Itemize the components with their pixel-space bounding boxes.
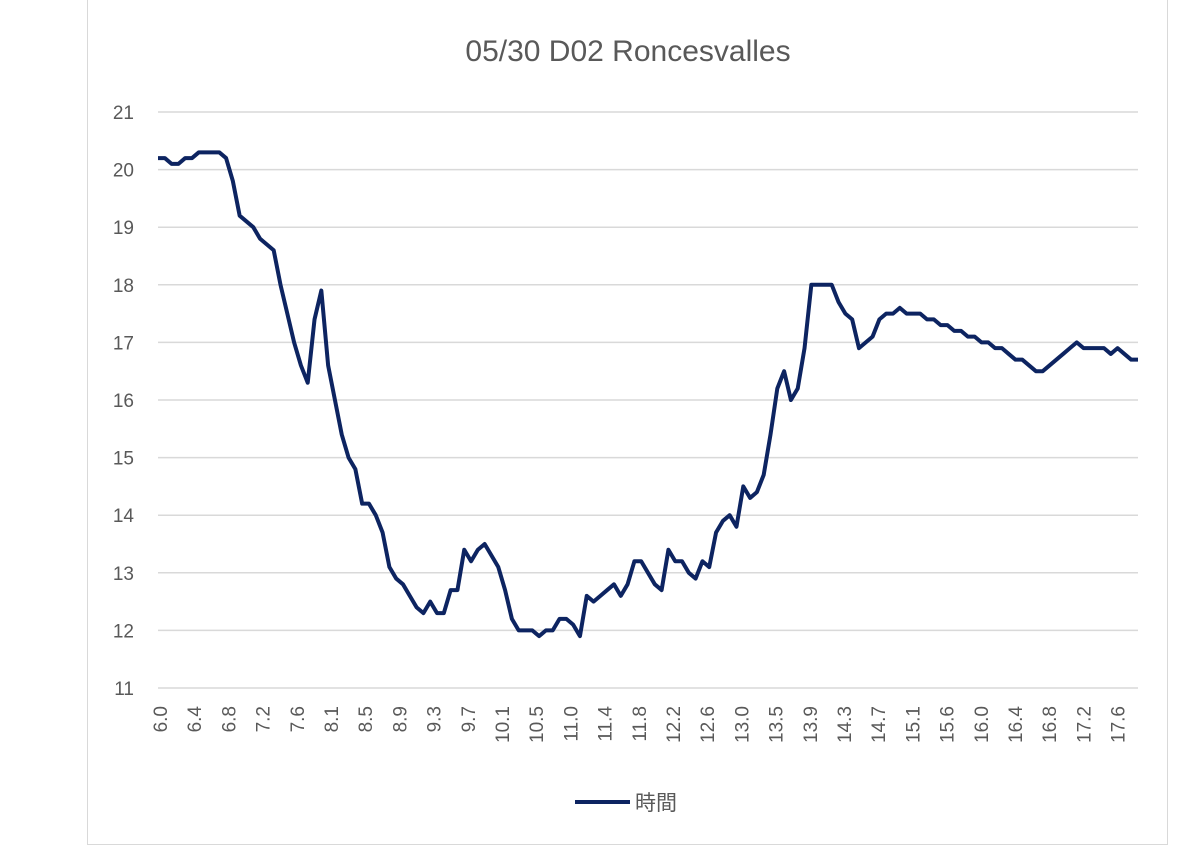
x-tick-label: 11.8: [630, 706, 651, 742]
y-tick-label: 18: [113, 276, 134, 297]
x-tick-label: 16.8: [1040, 706, 1061, 743]
y-tick-label: 20: [113, 161, 134, 182]
legend-label: 時間: [635, 791, 677, 815]
x-tick-label: 10.5: [527, 706, 548, 743]
x-tick-label: 7.2: [254, 706, 275, 732]
y-tick-label: 19: [113, 218, 134, 239]
x-tick-label: 17.2: [1074, 706, 1095, 743]
x-tick-label: 6.0: [151, 706, 172, 732]
x-tick-label: 7.6: [288, 706, 309, 732]
x-tick-label: 6.4: [185, 706, 206, 733]
x-tick-label: 10.1: [493, 706, 514, 743]
chart-frame: 05/30 D02 Roncesvalles 11 12 13 14 15 16 17 18 1…: [87, 0, 1168, 845]
y-tick-label: 17: [113, 333, 134, 354]
gridlines: [158, 111, 1138, 689]
x-tick-label: 11.0: [561, 706, 582, 742]
x-tick-label: 15.1: [903, 706, 924, 743]
x-tick-label: 12.2: [664, 706, 685, 743]
x-tick-label: 6.8: [219, 706, 240, 732]
x-tick-label: 16.4: [1006, 706, 1027, 743]
y-axis-tick-labels: 11 12 13 14 15 16 17 18 19 20 21: [113, 103, 135, 700]
legend: 時間: [575, 791, 677, 815]
y-tick-label: 16: [113, 391, 134, 412]
y-tick-label: 14: [113, 506, 135, 527]
y-tick-label: 13: [113, 564, 134, 585]
y-tick-label: 11: [114, 679, 134, 700]
series-lines: [158, 150, 1138, 639]
x-tick-label: 8.9: [390, 706, 411, 732]
x-tick-label: 8.5: [356, 706, 377, 732]
chart-title: 05/30 D02 Roncesvalles: [465, 35, 790, 68]
x-tick-label: 13.9: [801, 706, 822, 743]
y-tick-label: 12: [113, 621, 134, 642]
x-tick-label: 13.0: [732, 706, 753, 743]
y-tick-label: 21: [113, 103, 134, 124]
x-tick-label: 16.0: [972, 706, 993, 743]
x-tick-label: 14.7: [869, 706, 890, 743]
x-tick-label: 15.6: [938, 706, 959, 743]
x-tick-label: 12.6: [698, 706, 719, 743]
x-tick-label: 8.1: [322, 706, 343, 732]
x-tick-label: 9.3: [425, 706, 446, 732]
x-tick-label: 11.4: [596, 706, 617, 742]
series-line-0: [158, 150, 1138, 639]
x-tick-label: 9.7: [459, 706, 480, 732]
x-axis-tick-labels: 6.0 6.4 6.8 7.2 7.6 8.1 8.5 8.9 9.3 9.7 10.1 10.5 11…: [151, 706, 1130, 743]
x-tick-label: 17.6: [1109, 706, 1130, 743]
x-tick-label: 14.3: [835, 706, 856, 743]
x-tick-label: 13.5: [767, 706, 788, 743]
y-tick-label: 15: [113, 449, 134, 470]
line-chart: 05/30 D02 Roncesvalles 11121314151617181…: [113, 35, 1138, 815]
